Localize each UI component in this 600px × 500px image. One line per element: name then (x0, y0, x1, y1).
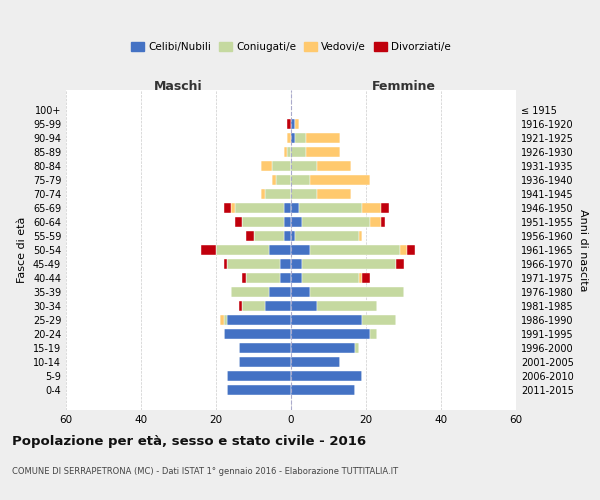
Bar (242, 300, 265, 312)
Text: Femmine: Femmine (371, 80, 436, 93)
Bar (227, 384, 291, 396)
Legend: Celibi/Nubili, Coniugati/e, Vedovi/e, Divorziati/e: Celibi/Nubili, Coniugati/e, Vedovi/e, Di… (127, 38, 455, 56)
Bar (287, 132, 291, 143)
Bar (284, 202, 291, 213)
Bar (291, 300, 317, 312)
Bar (284, 230, 291, 241)
Bar (239, 356, 291, 368)
Bar (310, 244, 400, 256)
Bar (254, 230, 284, 241)
Bar (291, 272, 302, 283)
Bar (201, 244, 216, 256)
Text: COMUNE DI SERRAPETRONA (MC) - Dati ISTAT 1° gennaio 2016 - Elaborazione TUTTITAL: COMUNE DI SERRAPETRONA (MC) - Dati ISTAT… (12, 468, 398, 476)
Bar (295, 230, 359, 241)
Bar (227, 314, 291, 326)
Bar (239, 300, 242, 312)
Bar (302, 272, 359, 283)
Bar (302, 258, 396, 270)
Bar (261, 188, 265, 200)
Bar (223, 202, 231, 213)
Bar (231, 286, 269, 298)
Bar (291, 370, 362, 382)
Bar (317, 300, 377, 312)
Bar (280, 272, 291, 283)
Bar (265, 300, 291, 312)
Bar (291, 230, 295, 241)
Bar (287, 118, 291, 130)
Bar (291, 174, 310, 186)
Bar (381, 202, 389, 213)
Bar (261, 160, 272, 172)
Bar (362, 202, 381, 213)
Text: Maschi: Maschi (154, 80, 203, 93)
Bar (265, 188, 291, 200)
Bar (269, 286, 291, 298)
Bar (216, 244, 269, 256)
Bar (291, 216, 302, 228)
Bar (359, 272, 362, 283)
Bar (359, 230, 362, 241)
Bar (306, 146, 340, 158)
Bar (396, 258, 404, 270)
Bar (223, 258, 227, 270)
Bar (272, 174, 276, 186)
Bar (291, 118, 295, 130)
Bar (407, 244, 415, 256)
Bar (302, 216, 370, 228)
Bar (284, 146, 287, 158)
Bar (370, 216, 381, 228)
Bar (291, 146, 306, 158)
Bar (291, 314, 362, 326)
Bar (291, 356, 340, 368)
Bar (276, 174, 291, 186)
Bar (355, 342, 359, 353)
Bar (246, 230, 254, 241)
Bar (227, 370, 291, 382)
Bar (227, 258, 280, 270)
Text: Popolazione per età, sesso e stato civile - 2016: Popolazione per età, sesso e stato civil… (12, 435, 366, 448)
Bar (291, 258, 302, 270)
Bar (362, 314, 396, 326)
Bar (231, 202, 235, 213)
Bar (291, 342, 355, 353)
Bar (242, 272, 246, 283)
Bar (362, 272, 370, 283)
Bar (295, 132, 306, 143)
Bar (239, 342, 291, 353)
Bar (223, 314, 227, 326)
Bar (299, 202, 362, 213)
Y-axis label: Fasce di età: Fasce di età (17, 217, 27, 283)
Bar (370, 328, 377, 340)
Bar (235, 202, 284, 213)
Bar (220, 314, 223, 326)
Bar (223, 328, 291, 340)
Bar (291, 244, 310, 256)
Bar (317, 160, 351, 172)
Bar (246, 272, 280, 283)
Y-axis label: Anni di nascita: Anni di nascita (578, 209, 587, 291)
Bar (317, 188, 351, 200)
Bar (381, 216, 385, 228)
Bar (291, 188, 317, 200)
Bar (306, 132, 340, 143)
Bar (269, 244, 291, 256)
Bar (310, 286, 404, 298)
Bar (291, 202, 299, 213)
Bar (291, 328, 370, 340)
Bar (242, 216, 284, 228)
Bar (291, 160, 317, 172)
Bar (235, 216, 242, 228)
Bar (287, 146, 291, 158)
Bar (284, 216, 291, 228)
Bar (291, 286, 310, 298)
Bar (400, 244, 407, 256)
Bar (291, 384, 355, 396)
Bar (280, 258, 291, 270)
Bar (295, 118, 299, 130)
Bar (291, 132, 295, 143)
Bar (310, 174, 370, 186)
Bar (272, 160, 291, 172)
